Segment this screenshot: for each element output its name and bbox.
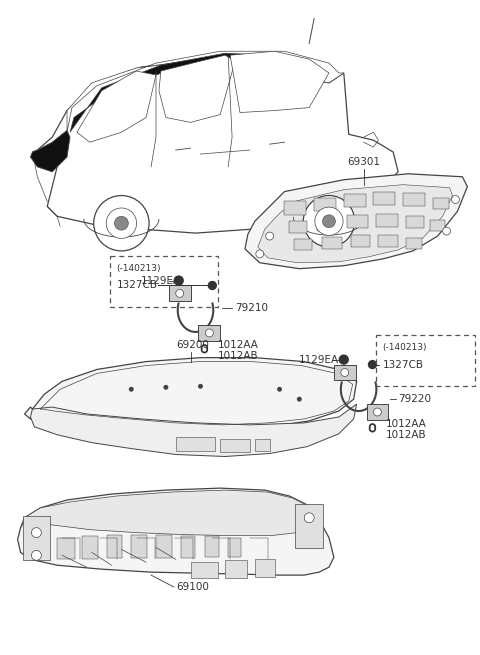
Bar bbox=[205, 536, 219, 557]
Text: 1012AB: 1012AB bbox=[386, 430, 427, 440]
Bar bbox=[351, 235, 371, 247]
Bar bbox=[373, 192, 395, 206]
Circle shape bbox=[303, 196, 355, 247]
Polygon shape bbox=[230, 51, 329, 113]
Circle shape bbox=[323, 215, 336, 228]
Bar bbox=[294, 239, 312, 250]
Polygon shape bbox=[33, 61, 398, 233]
Polygon shape bbox=[159, 55, 235, 122]
Bar bbox=[169, 286, 191, 301]
Bar bbox=[376, 214, 398, 227]
Bar bbox=[406, 238, 422, 249]
Text: (-140213): (-140213) bbox=[383, 343, 427, 352]
Bar bbox=[23, 515, 50, 560]
Text: 79210: 79210 bbox=[235, 303, 268, 313]
Bar bbox=[367, 404, 388, 420]
Circle shape bbox=[266, 232, 274, 240]
Polygon shape bbox=[30, 130, 70, 172]
Bar bbox=[255, 559, 275, 577]
Bar bbox=[295, 504, 323, 548]
Polygon shape bbox=[258, 185, 453, 263]
Circle shape bbox=[341, 369, 349, 377]
Bar bbox=[314, 198, 336, 212]
Bar bbox=[82, 536, 97, 559]
Bar bbox=[430, 220, 444, 231]
Text: 79220: 79220 bbox=[398, 394, 431, 404]
Circle shape bbox=[452, 196, 459, 204]
Circle shape bbox=[205, 329, 213, 337]
Polygon shape bbox=[67, 51, 344, 132]
Circle shape bbox=[176, 290, 184, 297]
Circle shape bbox=[443, 227, 451, 235]
Polygon shape bbox=[21, 490, 319, 536]
Circle shape bbox=[94, 196, 149, 251]
Bar bbox=[406, 216, 424, 228]
Text: 1327CB: 1327CB bbox=[383, 360, 423, 369]
Text: 1012AA: 1012AA bbox=[218, 340, 259, 350]
Bar bbox=[191, 562, 218, 578]
Circle shape bbox=[277, 387, 282, 392]
Circle shape bbox=[163, 385, 168, 390]
Text: (-140213): (-140213) bbox=[117, 264, 161, 273]
Circle shape bbox=[315, 207, 343, 235]
Circle shape bbox=[297, 397, 302, 402]
Text: 69301: 69301 bbox=[347, 157, 380, 167]
Circle shape bbox=[371, 428, 373, 430]
Bar bbox=[199, 325, 220, 341]
Circle shape bbox=[202, 345, 207, 350]
Bar bbox=[334, 365, 356, 381]
Circle shape bbox=[256, 250, 264, 258]
Circle shape bbox=[208, 282, 216, 290]
Text: 69200: 69200 bbox=[176, 340, 209, 350]
Circle shape bbox=[370, 426, 375, 432]
Bar bbox=[285, 202, 306, 215]
Bar bbox=[180, 536, 194, 558]
Bar bbox=[289, 221, 307, 233]
Polygon shape bbox=[77, 71, 156, 142]
Bar bbox=[57, 538, 75, 559]
Bar bbox=[403, 193, 425, 206]
Polygon shape bbox=[245, 174, 468, 269]
Bar bbox=[107, 534, 122, 558]
Bar bbox=[220, 439, 250, 451]
Circle shape bbox=[203, 348, 205, 351]
Circle shape bbox=[369, 361, 376, 369]
Bar bbox=[317, 218, 339, 231]
Bar bbox=[225, 560, 247, 578]
Polygon shape bbox=[18, 488, 334, 575]
Circle shape bbox=[203, 346, 205, 349]
Bar bbox=[255, 439, 270, 451]
Bar bbox=[347, 215, 369, 228]
Circle shape bbox=[202, 346, 207, 352]
Circle shape bbox=[32, 528, 41, 538]
Text: 1012AA: 1012AA bbox=[386, 419, 427, 429]
Bar bbox=[131, 534, 147, 558]
Bar bbox=[322, 237, 342, 249]
Bar bbox=[228, 538, 241, 557]
Text: 1327CB: 1327CB bbox=[117, 280, 157, 290]
Bar bbox=[344, 194, 366, 208]
Circle shape bbox=[32, 550, 41, 560]
Bar bbox=[176, 437, 216, 451]
Circle shape bbox=[129, 387, 134, 392]
Text: 1129EA: 1129EA bbox=[141, 276, 181, 286]
Circle shape bbox=[304, 513, 314, 523]
Circle shape bbox=[371, 426, 373, 428]
Polygon shape bbox=[30, 404, 357, 457]
Text: 1129EA: 1129EA bbox=[300, 354, 339, 365]
Bar bbox=[156, 534, 172, 558]
Text: 1012AB: 1012AB bbox=[218, 350, 259, 361]
Bar bbox=[433, 198, 448, 210]
Polygon shape bbox=[70, 53, 270, 132]
Circle shape bbox=[370, 424, 375, 430]
Bar bbox=[378, 235, 398, 247]
Polygon shape bbox=[24, 358, 357, 429]
Circle shape bbox=[198, 384, 203, 389]
Circle shape bbox=[106, 208, 137, 238]
Circle shape bbox=[373, 408, 381, 416]
Circle shape bbox=[114, 216, 128, 230]
Circle shape bbox=[174, 276, 183, 285]
Circle shape bbox=[339, 355, 348, 364]
Text: 69100: 69100 bbox=[176, 582, 209, 592]
